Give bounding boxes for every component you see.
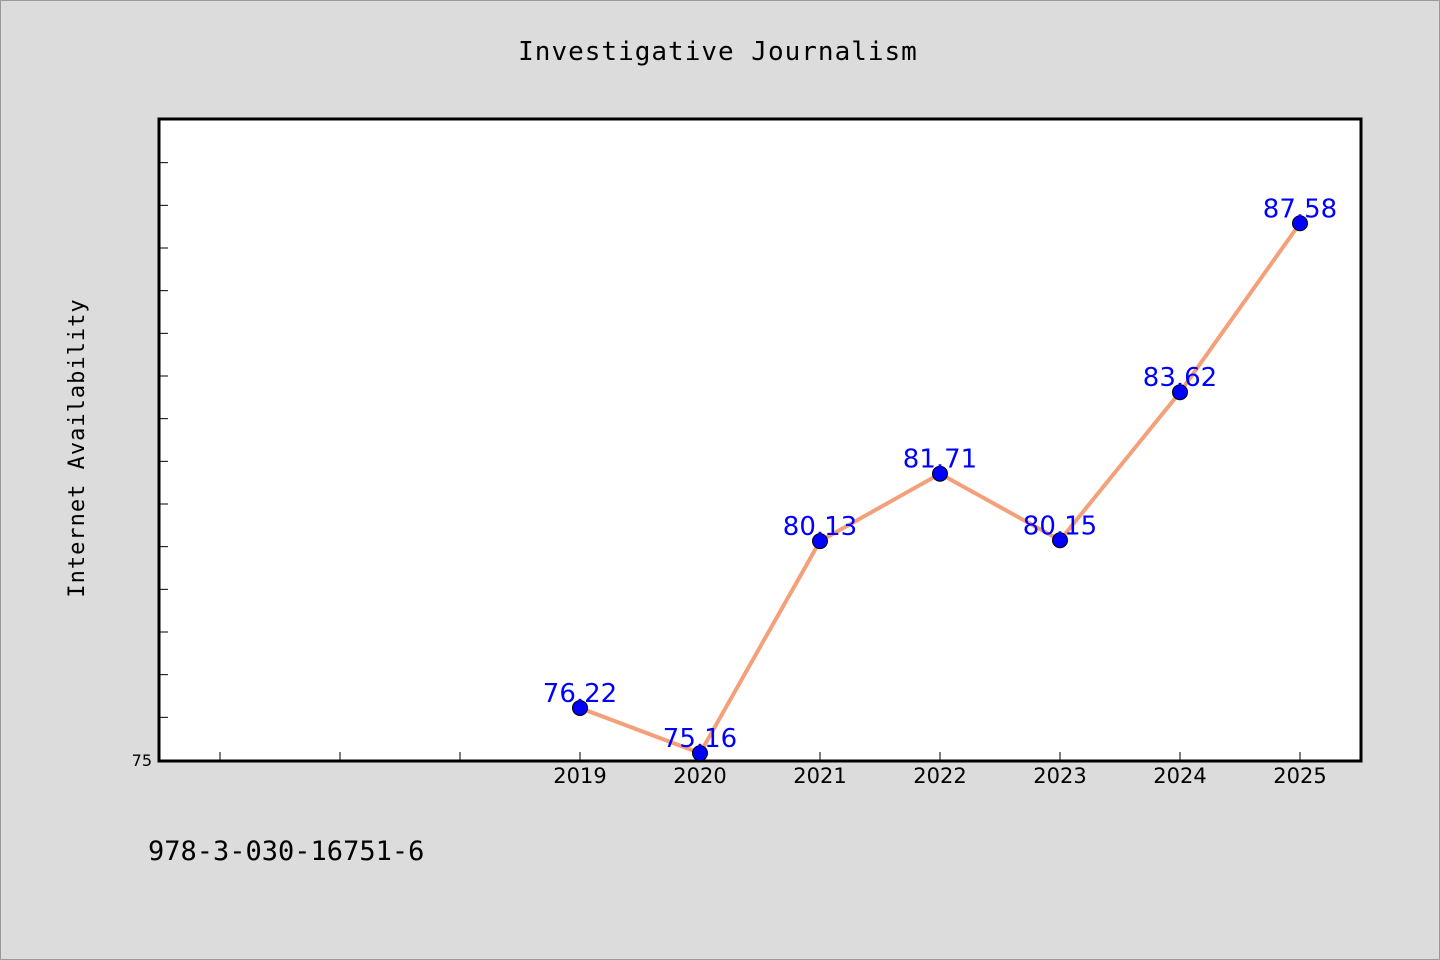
x-tick-label: 2022 (913, 764, 966, 788)
data-point (932, 465, 948, 482)
data-point (1052, 532, 1068, 549)
x-tick-label: 2019 (553, 764, 606, 788)
data-label: 75.16 (663, 724, 737, 754)
data-labels: 76.22 75.16 80.13 81.71 80.15 83.62 87.58 (543, 194, 1337, 754)
data-point (1172, 384, 1188, 401)
x-tick-label: 2020 (673, 764, 726, 788)
series-group (572, 215, 1308, 762)
data-label: 81.71 (903, 445, 977, 475)
x-axis-ticks: 2019 2020 2021 2022 2023 2024 2025 (219, 752, 1327, 788)
isbn-footer: 978-3-030-16751-6 (148, 836, 425, 867)
data-label: 83.62 (1143, 363, 1217, 393)
y-tick-label: 75 (132, 751, 152, 770)
plot-area (157, 117, 1363, 763)
y-axis-ticks: 75 (132, 162, 168, 770)
data-label: 80.13 (783, 512, 857, 542)
data-point (812, 533, 828, 550)
chart-title: Investigative Journalism (518, 37, 918, 67)
y-axis-label: Internet Availability (65, 298, 90, 597)
data-label: 76.22 (543, 679, 617, 709)
data-point (1292, 215, 1308, 232)
x-tick-label: 2023 (1033, 764, 1086, 788)
data-point (692, 745, 708, 762)
x-tick-label: 2025 (1273, 764, 1326, 788)
data-label: 80.15 (1023, 511, 1097, 541)
x-tick-label: 2021 (793, 764, 846, 788)
data-label: 87.58 (1263, 194, 1337, 224)
data-point (572, 699, 588, 716)
x-tick-label: 2024 (1153, 764, 1206, 788)
